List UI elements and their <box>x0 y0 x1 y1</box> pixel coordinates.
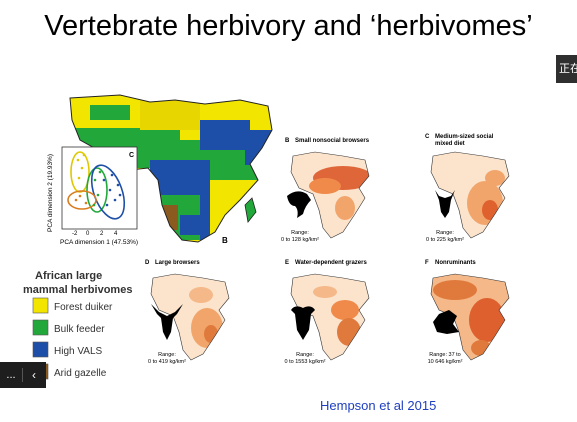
legend-title-line1: African large <box>35 270 102 282</box>
pca-xlabel: PCA dimension 1 (47.53%) <box>60 239 138 246</box>
panel-range: 0 to 419 kg/km² <box>148 359 186 365</box>
pca-tick-x: -2 <box>72 231 78 237</box>
panel-f: F Nonruminants Range: 37 to 10 646 kg/km… <box>425 260 510 365</box>
slide-nav-controls: ... ‹ <box>0 362 46 388</box>
panel-letter: B <box>285 138 290 144</box>
legend-title-line2: mammal herbivomes <box>23 284 132 296</box>
panel-range: Range: <box>158 352 176 358</box>
panel-c: C Medium-sized social mixed diet Range: … <box>425 134 510 243</box>
panel-range: Range: <box>436 230 454 236</box>
panel-d: D Large browsers Range: 0 to 419 kg/km² <box>145 260 230 365</box>
madagascar <box>244 197 257 223</box>
panel-range: Range: <box>296 352 314 358</box>
rhino-icon <box>433 310 459 334</box>
panel-title-line2: mixed diet <box>435 141 465 147</box>
panel-range: 0 to 225 kg/km² <box>426 237 464 243</box>
panel-title: Medium-sized social <box>435 134 494 140</box>
legend-label: Forest duiker <box>54 302 113 313</box>
legend-swatch-bulk-feeder <box>32 319 49 336</box>
panel-range: 10 646 kg/km² <box>428 359 463 365</box>
antelope-icon <box>435 190 455 218</box>
panel-letter: D <box>145 260 150 266</box>
panel-title: Nonruminants <box>435 260 476 266</box>
panel-title: Large browsers <box>155 260 200 266</box>
legend-swatch-forest-duiker <box>32 297 49 314</box>
panel-b: B Small nonsocial browsers Range: 0 to 1… <box>281 138 370 243</box>
pca-tick-x: 2 <box>100 231 104 237</box>
panel-letter: F <box>425 260 429 266</box>
chevron-left-icon[interactable]: ‹ <box>22 368 45 382</box>
legend-swatch-high-vals <box>32 341 49 358</box>
panel-range: 0 to 128 kg/km² <box>281 237 319 243</box>
pca-inset: C -2 0 2 4 PCA dimension 1 (47.53%) PCA … <box>47 146 138 246</box>
panel-title: Water-dependent grazers <box>295 260 367 266</box>
slide-title: Vertebrate herbivory and ‘herbivomes’ <box>44 10 533 42</box>
legend-label: High VALS <box>54 346 103 357</box>
more-options-button[interactable]: ... <box>6 369 16 381</box>
kudu-icon <box>151 304 183 340</box>
panel-range: Range: 37 to <box>429 352 461 358</box>
panel-range: 0 to 1553 kg/km² <box>285 359 326 365</box>
panel-range: Range: <box>291 230 309 236</box>
pca-ylabel: PCA dimension 2 (19.93%) <box>47 154 54 232</box>
pca-tick-x: 4 <box>114 231 118 237</box>
citation: Hempson et al 2015 <box>320 398 437 413</box>
panel-letter: E <box>285 260 289 266</box>
buffalo-icon <box>291 306 315 340</box>
mainmap-panel-letter: B <box>222 236 228 245</box>
legend-label: Bulk feeder <box>54 324 105 335</box>
panel-title: Small nonsocial browsers <box>295 138 370 144</box>
legend-label: Arid gazelle <box>54 368 107 379</box>
pca-panel-letter: C <box>129 152 134 159</box>
duiker-icon <box>287 191 311 218</box>
pca-tick-x: 0 <box>86 231 90 237</box>
side-chip[interactable]: 正在 <box>556 55 577 83</box>
panel-e: E Water-dependent grazers Range: 0 to 15… <box>285 260 370 365</box>
panel-letter: C <box>425 134 430 140</box>
